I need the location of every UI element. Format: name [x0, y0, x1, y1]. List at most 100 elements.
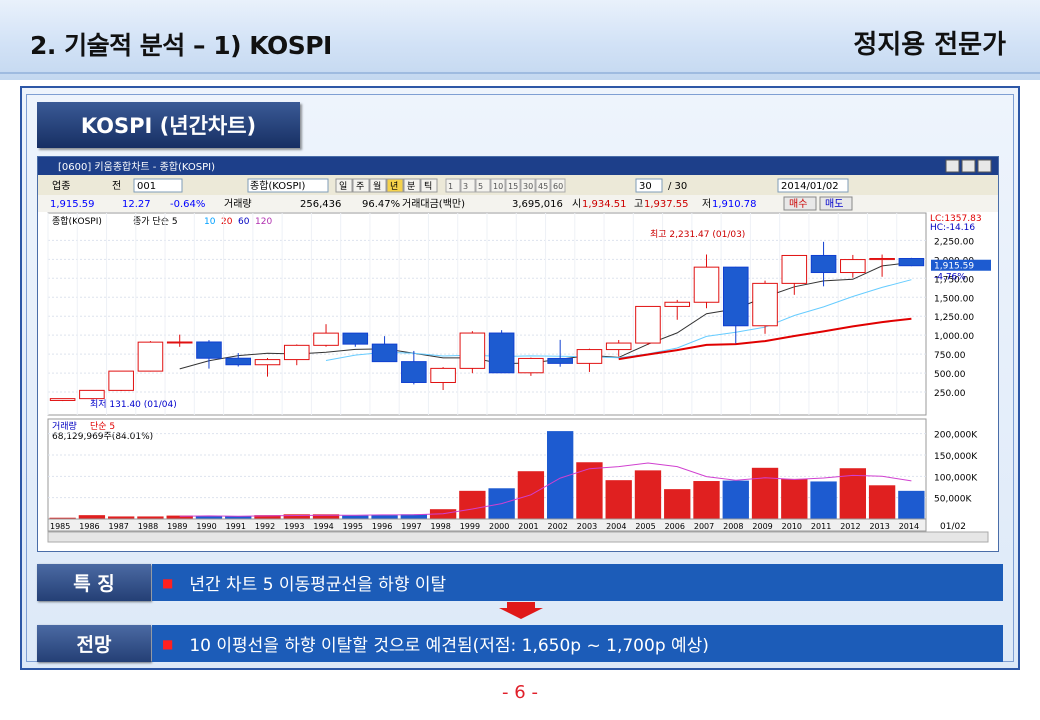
period-tab-label: 주 — [356, 181, 364, 192]
volume-plot-area — [47, 418, 927, 520]
outlook-row: 전망 ■ 10 이평선을 하향 이탈할 것으로 예견됨(저점: 1,650p ~… — [37, 625, 1003, 662]
feature-text: 년간 차트 5 이동평균선을 하향 이탈 — [189, 575, 447, 595]
x-tick-2013: 2013 — [869, 522, 889, 531]
high-value: 1,937.55 — [644, 199, 689, 210]
candle-1988 — [137, 341, 164, 372]
x-tick-2012: 2012 — [840, 522, 860, 531]
candle-2008 — [722, 266, 749, 327]
candle-2006 — [664, 301, 691, 307]
candle-1989 — [166, 341, 193, 344]
x-tick-1998: 1998 — [430, 522, 450, 531]
date-input[interactable] — [777, 178, 849, 193]
volume-bar-1994 — [312, 514, 340, 519]
minute-tab-3[interactable] — [490, 178, 506, 193]
x-tick-2011: 2011 — [811, 522, 831, 531]
candle-1987 — [108, 370, 134, 391]
volume-legend: 거래량 — [52, 420, 77, 432]
x-tick-1993: 1993 — [284, 522, 304, 531]
volume-bar-1997 — [400, 514, 428, 519]
minute-tab-2[interactable] — [475, 178, 491, 193]
horizontal-scrollbar[interactable] — [47, 531, 989, 543]
change-pct: -0.64% — [170, 199, 205, 210]
header-divider — [0, 72, 1040, 74]
period-tab-3[interactable] — [386, 178, 404, 193]
period-tab-2[interactable] — [369, 178, 387, 193]
vol-value: 256,436 — [300, 199, 341, 210]
sell-button[interactable] — [819, 196, 853, 211]
minute-tab-4[interactable] — [505, 178, 521, 193]
candle-2002 — [547, 357, 573, 364]
minute-tab-label: 15 — [508, 182, 518, 191]
x-tick-1996: 1996 — [372, 522, 392, 531]
chart-svg: [0600] 키움종합차트 - 종합(KOSPI) 업종 전 001 종합(KOSPI)… — [38, 157, 998, 543]
period-tab-4[interactable] — [403, 178, 421, 193]
minute-tab-5[interactable] — [520, 178, 536, 193]
volume-ma-legend: 단순 5 — [90, 421, 115, 432]
open-label: 시 — [572, 198, 581, 210]
minute-tab-1[interactable] — [460, 178, 476, 193]
volume-value: 68,129,969주(84.01%) — [52, 431, 153, 442]
minimize-icon[interactable] — [945, 159, 960, 173]
minute-tab-7[interactable] — [550, 178, 566, 193]
minute-tab-0[interactable] — [445, 178, 461, 193]
price-tick: 1,000.00 — [934, 332, 974, 342]
volume-bar-1988 — [137, 516, 164, 519]
period-tab-1[interactable] — [352, 178, 370, 193]
period-tab-0[interactable] — [335, 178, 353, 193]
low-value: 1,910.78 — [712, 199, 757, 210]
code-input[interactable] — [133, 178, 183, 193]
current-price-box — [931, 259, 991, 271]
current-price: 1,915.59 — [934, 262, 974, 272]
maximize-icon[interactable] — [961, 159, 976, 173]
volume-bar-2003 — [576, 462, 603, 519]
period-select[interactable]: 전 — [112, 180, 121, 192]
count-input[interactable] — [635, 178, 663, 193]
buy-button[interactable] — [783, 196, 817, 211]
candle-1995 — [342, 332, 369, 345]
x-tick-2014: 2014 — [899, 522, 919, 531]
volume-bar-1985 — [49, 517, 76, 519]
x-tick-2009: 2009 — [752, 522, 772, 531]
candle-1999 — [459, 332, 486, 369]
page-number: - 6 - — [502, 682, 538, 703]
period-tab-5[interactable] — [420, 178, 438, 193]
minute-tab-label: 1 — [448, 182, 453, 191]
price-tick: 750.00 — [934, 351, 966, 361]
lc-label: LC:1357.83 — [930, 214, 982, 224]
candle-1996 — [371, 343, 398, 363]
price-tick: 1,500.00 — [934, 294, 974, 304]
price-tick: 2,250.00 — [934, 237, 974, 247]
minute-tab-label: 45 — [538, 182, 548, 191]
name-value: 종합(KOSPI) — [250, 180, 306, 192]
outlook-body: ■ 10 이평선을 하향 이탈할 것으로 예견됨(저점: 1,650p ~ 1,… — [152, 625, 1003, 662]
volume-bar-2010 — [781, 478, 808, 519]
candle-2014 — [898, 257, 925, 267]
candle-1993 — [283, 344, 310, 361]
volume-bar-1995 — [342, 515, 369, 519]
candle-1997 — [401, 361, 427, 383]
window-title: [0600] 키움종합차트 - 종합(KOSPI) — [58, 161, 215, 173]
high-annotation: 최고 2,231.47 (01/03) — [650, 229, 745, 240]
candle-2003 — [576, 349, 603, 364]
slide-header — [0, 0, 1040, 80]
market-select[interactable]: 업종 — [52, 179, 70, 192]
bullet-icon: ■ — [162, 636, 174, 651]
low-annotation: 최저 131.40 (01/04) — [90, 399, 177, 410]
change-value: 12.27 — [122, 199, 151, 210]
close-icon[interactable] — [977, 159, 992, 173]
minute-tab-6[interactable] — [535, 178, 551, 193]
x-tick-1999: 1999 — [460, 522, 480, 531]
window-titlebar — [38, 157, 998, 175]
candle-2013 — [869, 257, 895, 261]
price-tick: 500.00 — [934, 370, 966, 380]
price-tick: 1,250.00 — [934, 313, 974, 323]
period-tab-label: 분 — [407, 181, 415, 192]
ma-period-10: 10 — [204, 217, 216, 227]
page-title: 2. 기술적 분석 – 1) KOSPI — [30, 31, 332, 60]
feature-row: 특 징 ■ 년간 차트 5 이동평균선을 하향 이탈 — [37, 564, 1003, 601]
x-tick-2003: 2003 — [577, 522, 597, 531]
volume-bar-1992 — [254, 515, 281, 519]
candle-2011 — [810, 254, 837, 274]
price-tick: 250.00 — [934, 389, 966, 399]
volume-bar-1986 — [78, 515, 106, 519]
